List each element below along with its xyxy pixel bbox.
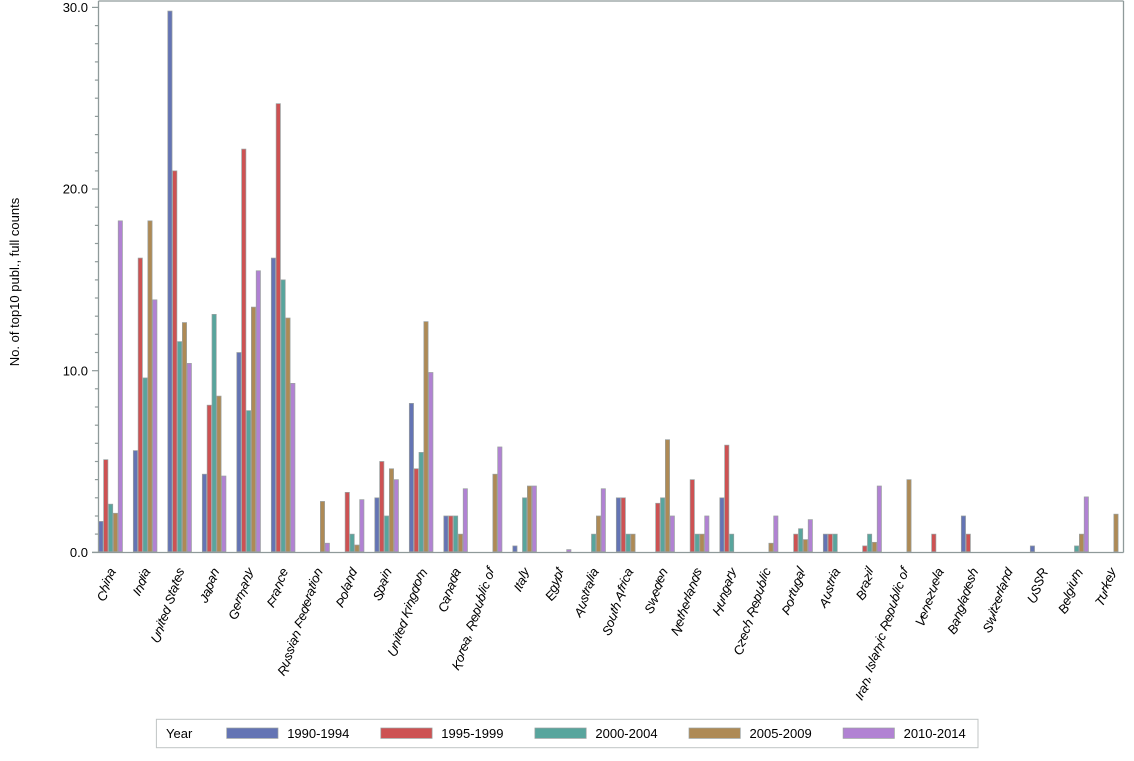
svg-text:30.0: 30.0: [63, 0, 88, 15]
svg-text:2005-2009: 2005-2009: [750, 726, 812, 741]
svg-text:2010-2014: 2010-2014: [904, 726, 966, 741]
svg-text:0.0: 0.0: [70, 545, 88, 560]
svg-text:10.0: 10.0: [63, 363, 88, 378]
svg-text:1995-1999: 1995-1999: [441, 726, 503, 741]
svg-text:No. of top10 publ., full count: No. of top10 publ., full counts: [7, 197, 22, 366]
svg-text:Year: Year: [166, 726, 193, 741]
svg-text:20.0: 20.0: [63, 182, 88, 197]
svg-text:2000-2004: 2000-2004: [595, 726, 657, 741]
svg-text:1990-1994: 1990-1994: [287, 726, 349, 741]
